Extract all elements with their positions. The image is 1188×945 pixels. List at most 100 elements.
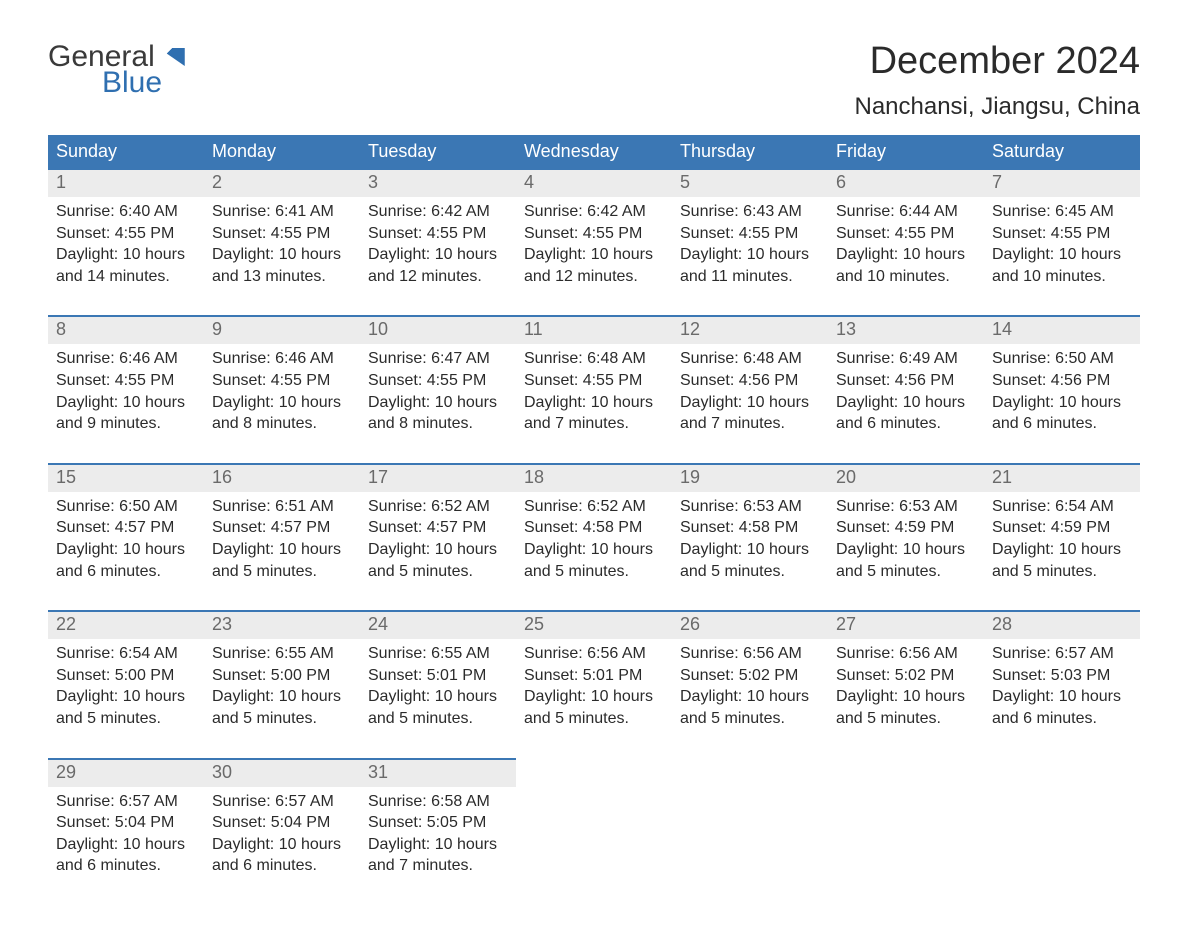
daylight-value: 10 hours and 6 minutes.	[992, 394, 1121, 433]
sunrise-line: Sunrise: 6:57 AM	[56, 791, 196, 813]
sunset-value: 5:00 PM	[271, 667, 331, 684]
daylight-line: Daylight: 10 hours and 5 minutes.	[836, 686, 976, 729]
sunrise-line: Sunrise: 6:40 AM	[56, 201, 196, 223]
sunset-value: 4:55 PM	[271, 372, 331, 389]
daylight-line: Daylight: 10 hours and 5 minutes.	[680, 686, 820, 729]
daylight-line: Daylight: 10 hours and 5 minutes.	[212, 539, 352, 582]
calendar-day-cell: 21Sunrise: 6:54 AMSunset: 4:59 PMDayligh…	[984, 464, 1140, 611]
daylight-value: 10 hours and 5 minutes.	[368, 688, 497, 727]
sunrise-value: 6:57 AM	[275, 793, 334, 810]
day-number: 1	[48, 170, 204, 197]
daylight-line: Daylight: 10 hours and 7 minutes.	[368, 834, 508, 877]
calendar-day-cell: 13Sunrise: 6:49 AMSunset: 4:56 PMDayligh…	[828, 316, 984, 463]
sunset-line: Sunset: 5:02 PM	[836, 665, 976, 687]
sunrise-line: Sunrise: 6:57 AM	[992, 643, 1132, 665]
day-details: Sunrise: 6:50 AMSunset: 4:56 PMDaylight:…	[984, 344, 1140, 462]
sunrise-line: Sunrise: 6:48 AM	[524, 348, 664, 370]
daylight-line: Daylight: 10 hours and 6 minutes.	[56, 539, 196, 582]
sunset-line: Sunset: 5:05 PM	[368, 812, 508, 834]
sunset-value: 4:56 PM	[895, 372, 955, 389]
daylight-value: 10 hours and 12 minutes.	[368, 246, 497, 285]
day-details: Sunrise: 6:50 AMSunset: 4:57 PMDaylight:…	[48, 492, 204, 610]
day-number: 27	[828, 612, 984, 639]
day-number: 7	[984, 170, 1140, 197]
day-details: Sunrise: 6:55 AMSunset: 5:00 PMDaylight:…	[204, 639, 360, 757]
sunset-line: Sunset: 5:01 PM	[524, 665, 664, 687]
sunset-line: Sunset: 4:56 PM	[836, 370, 976, 392]
calendar-table: SundayMondayTuesdayWednesdayThursdayFrid…	[48, 135, 1140, 905]
sunrise-value: 6:56 AM	[743, 645, 802, 662]
day-details: Sunrise: 6:43 AMSunset: 4:55 PMDaylight:…	[672, 197, 828, 315]
sunrise-line: Sunrise: 6:41 AM	[212, 201, 352, 223]
daylight-line: Daylight: 10 hours and 5 minutes.	[56, 686, 196, 729]
weekday-header: Saturday	[984, 135, 1140, 169]
sunrise-value: 6:42 AM	[431, 203, 490, 220]
day-details: Sunrise: 6:54 AMSunset: 4:59 PMDaylight:…	[984, 492, 1140, 610]
sunrise-value: 6:48 AM	[743, 350, 802, 367]
daylight-line: Daylight: 10 hours and 6 minutes.	[56, 834, 196, 877]
day-details: Sunrise: 6:56 AMSunset: 5:02 PMDaylight:…	[672, 639, 828, 757]
sunrise-line: Sunrise: 6:56 AM	[836, 643, 976, 665]
day-number: 31	[360, 760, 516, 787]
sunrise-value: 6:54 AM	[1055, 498, 1114, 515]
daylight-value: 10 hours and 13 minutes.	[212, 246, 341, 285]
daylight-value: 10 hours and 7 minutes.	[680, 394, 809, 433]
day-number: 21	[984, 465, 1140, 492]
sunset-value: 5:04 PM	[271, 814, 331, 831]
calendar-empty-cell	[984, 759, 1140, 905]
daylight-line: Daylight: 10 hours and 5 minutes.	[368, 686, 508, 729]
calendar-day-cell: 22Sunrise: 6:54 AMSunset: 5:00 PMDayligh…	[48, 611, 204, 758]
calendar-empty-cell	[672, 759, 828, 905]
sunrise-value: 6:49 AM	[899, 350, 958, 367]
sunrise-value: 6:44 AM	[899, 203, 958, 220]
sunset-line: Sunset: 4:55 PM	[836, 223, 976, 245]
daylight-value: 10 hours and 5 minutes.	[56, 688, 185, 727]
location: Nanchansi, Jiangsu, China	[854, 93, 1140, 121]
day-details: Sunrise: 6:52 AMSunset: 4:58 PMDaylight:…	[516, 492, 672, 610]
day-details: Sunrise: 6:53 AMSunset: 4:59 PMDaylight:…	[828, 492, 984, 610]
calendar-week-row: 29Sunrise: 6:57 AMSunset: 5:04 PMDayligh…	[48, 759, 1140, 905]
calendar-day-cell: 30Sunrise: 6:57 AMSunset: 5:04 PMDayligh…	[204, 759, 360, 905]
daylight-value: 10 hours and 6 minutes.	[56, 836, 185, 875]
calendar-day-cell: 24Sunrise: 6:55 AMSunset: 5:01 PMDayligh…	[360, 611, 516, 758]
sunset-value: 5:01 PM	[427, 667, 487, 684]
daylight-line: Daylight: 10 hours and 7 minutes.	[524, 392, 664, 435]
sunrise-value: 6:50 AM	[1055, 350, 1114, 367]
sunset-value: 4:59 PM	[1051, 519, 1111, 536]
sunset-line: Sunset: 4:55 PM	[680, 223, 820, 245]
sunrise-line: Sunrise: 6:54 AM	[56, 643, 196, 665]
daylight-line: Daylight: 10 hours and 11 minutes.	[680, 244, 820, 287]
calendar-day-cell: 15Sunrise: 6:50 AMSunset: 4:57 PMDayligh…	[48, 464, 204, 611]
sunset-value: 4:57 PM	[427, 519, 487, 536]
weekday-header: Thursday	[672, 135, 828, 169]
day-number: 24	[360, 612, 516, 639]
calendar-day-cell: 10Sunrise: 6:47 AMSunset: 4:55 PMDayligh…	[360, 316, 516, 463]
day-details: Sunrise: 6:53 AMSunset: 4:58 PMDaylight:…	[672, 492, 828, 610]
sunrise-line: Sunrise: 6:58 AM	[368, 791, 508, 813]
day-details: Sunrise: 6:45 AMSunset: 4:55 PMDaylight:…	[984, 197, 1140, 315]
weekday-header: Friday	[828, 135, 984, 169]
day-details: Sunrise: 6:48 AMSunset: 4:56 PMDaylight:…	[672, 344, 828, 462]
sunrise-line: Sunrise: 6:53 AM	[836, 496, 976, 518]
month-title: December 2024	[854, 40, 1140, 83]
sunset-line: Sunset: 4:57 PM	[212, 517, 352, 539]
sunrise-line: Sunrise: 6:48 AM	[680, 348, 820, 370]
daylight-value: 10 hours and 5 minutes.	[368, 541, 497, 580]
sunset-line: Sunset: 4:55 PM	[524, 223, 664, 245]
sunset-value: 4:57 PM	[271, 519, 331, 536]
sunset-value: 5:04 PM	[115, 814, 175, 831]
sunrise-line: Sunrise: 6:57 AM	[212, 791, 352, 813]
sunrise-value: 6:56 AM	[899, 645, 958, 662]
daylight-line: Daylight: 10 hours and 5 minutes.	[212, 686, 352, 729]
day-number: 18	[516, 465, 672, 492]
sunrise-value: 6:57 AM	[119, 793, 178, 810]
sunset-value: 4:55 PM	[739, 225, 799, 242]
sunset-value: 4:57 PM	[115, 519, 175, 536]
calendar-day-cell: 27 Sunrise: 6:56 AMSunset: 5:02 PMDayligh…	[828, 611, 984, 758]
daylight-line: Daylight: 10 hours and 5 minutes.	[836, 539, 976, 582]
sunset-line: Sunset: 5:04 PM	[212, 812, 352, 834]
sunset-line: Sunset: 4:57 PM	[368, 517, 508, 539]
calendar-week-row: 1Sunrise: 6:40 AMSunset: 4:55 PMDaylight…	[48, 169, 1140, 316]
sunset-value: 5:01 PM	[583, 667, 643, 684]
sunrise-line: Sunrise: 6:47 AM	[368, 348, 508, 370]
